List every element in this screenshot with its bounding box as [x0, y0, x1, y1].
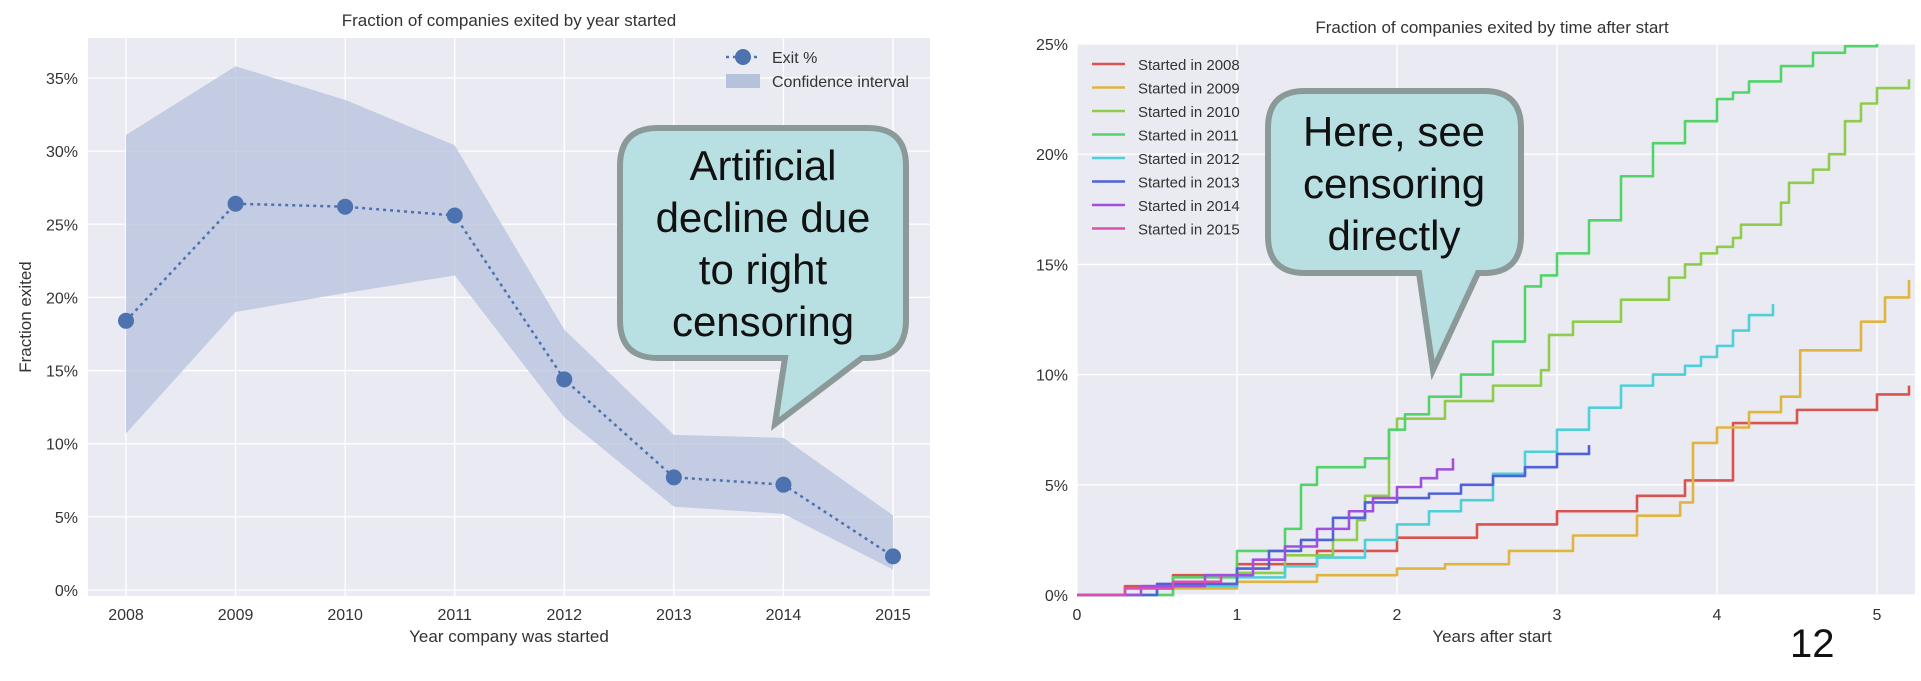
series-line [1077, 575, 1223, 597]
left-y-tick: 15% [46, 364, 78, 381]
left-x-tick: 2014 [766, 607, 802, 624]
right-x-tick: 1 [1233, 607, 1242, 624]
left-y-tick-labels: 0% 5% 10% 15% 20% 25% 30% 35% [46, 71, 78, 600]
series-line [1077, 458, 1455, 597]
series-line [1077, 445, 1591, 597]
right-y-tick: 20% [1036, 147, 1068, 164]
legend-exit-label: Exit % [772, 50, 817, 67]
left-x-tick: 2011 [438, 607, 473, 624]
left-callout-line-2: decline due [656, 194, 871, 241]
legend-label: Started in 2015 [1138, 222, 1240, 239]
series-line [1077, 279, 1911, 597]
left-y-tick: 30% [46, 144, 78, 161]
right-callout-line-3: directly [1327, 212, 1460, 259]
left-x-tick: 2012 [546, 607, 582, 624]
legend-label: Started in 2009 [1138, 81, 1240, 98]
left-y-tick: 10% [46, 437, 78, 454]
confidence-band [126, 66, 893, 570]
right-callout-line-2: censoring [1303, 160, 1485, 207]
left-y-tick: 20% [46, 290, 78, 307]
legend-label: Started in 2014 [1138, 198, 1240, 215]
right-x-tick: 4 [1713, 607, 1722, 624]
right-callout-line-1: Here, see [1303, 108, 1485, 155]
left-series [118, 195, 901, 565]
left-callout: Artificial decline due to right censorin… [617, 125, 909, 431]
left-y-tick: 35% [46, 71, 78, 88]
legend-label: Started in 2011 [1138, 128, 1239, 145]
left-y-tick: 0% [55, 583, 78, 600]
right-x-tick: 0 [1073, 607, 1082, 624]
left-x-tick-labels: 2008 2009 2010 2011 2012 2013 2014 2015 [108, 607, 911, 624]
left-chart-title: Fraction of companies exited by year sta… [342, 11, 677, 30]
right-series [1077, 44, 1911, 597]
right-x-tick: 5 [1873, 607, 1882, 624]
exit-point [556, 371, 573, 388]
left-y-axis-label: Fraction exited [16, 261, 35, 373]
left-callout-line-3: to right [699, 246, 828, 293]
right-callout-bubble [1265, 88, 1524, 381]
series-line [1077, 44, 1879, 597]
left-x-tick: 2010 [327, 607, 363, 624]
exit-point [118, 312, 134, 329]
right-grid [1076, 43, 1915, 596]
right-x-axis-label: Years after start [1432, 627, 1552, 646]
series-line [1077, 79, 1911, 597]
right-chart: Fraction of companies exited by time aft… [1036, 18, 1915, 646]
legend-ci-swatch [726, 74, 760, 88]
legend-ci-label: Confidence interval [772, 74, 909, 91]
right-x-tick: 2 [1393, 607, 1402, 624]
legend-exit-marker [735, 49, 751, 65]
right-y-tick: 15% [1036, 257, 1068, 274]
legend-label: Started in 2012 [1138, 151, 1240, 168]
exit-line [125, 202, 894, 558]
left-y-tick: 5% [55, 510, 78, 527]
exit-point [446, 207, 463, 224]
legend-label: Started in 2008 [1138, 57, 1240, 74]
right-y-tick: 0% [1045, 588, 1068, 605]
exit-point [665, 469, 682, 486]
exit-point [775, 476, 792, 493]
right-y-tick: 10% [1036, 368, 1068, 385]
legend-label: Started in 2010 [1138, 104, 1240, 121]
exit-point [227, 195, 244, 212]
page-number: 12 [1790, 622, 1835, 666]
confidence-interval-area [126, 66, 893, 570]
left-x-tick: 2015 [875, 607, 911, 624]
left-callout-bubble [617, 125, 909, 431]
left-x-tick: 2008 [108, 607, 144, 624]
right-y-tick: 25% [1036, 37, 1068, 54]
left-x-axis-label: Year company was started [409, 627, 609, 646]
right-x-tick: 3 [1553, 607, 1562, 624]
series-line [1077, 304, 1775, 597]
right-x-tick-labels: 0 1 2 3 4 5 [1073, 607, 1882, 624]
left-chart: Fraction of companies exited by year sta… [16, 11, 930, 646]
exit-point [885, 548, 901, 565]
right-y-tick-labels: 0% 5% 10% 15% 20% 25% [1036, 37, 1068, 605]
right-chart-title: Fraction of companies exited by time aft… [1315, 18, 1669, 37]
right-y-tick: 5% [1045, 478, 1068, 495]
left-callout-line-4: censoring [672, 298, 854, 345]
series-line [1077, 385, 1911, 597]
left-legend: Exit % Confidence interval [726, 49, 909, 91]
legend-label: Started in 2013 [1138, 175, 1240, 192]
left-x-tick: 2013 [656, 607, 692, 624]
right-legend: Started in 2008 Started in 2009 Started in… [1092, 57, 1240, 239]
right-callout: Here, see censoring directly [1265, 88, 1524, 381]
left-x-tick: 2009 [218, 607, 254, 624]
exit-point [337, 198, 354, 215]
left-y-tick: 25% [46, 217, 78, 234]
left-callout-line-1: Artificial [689, 142, 836, 189]
